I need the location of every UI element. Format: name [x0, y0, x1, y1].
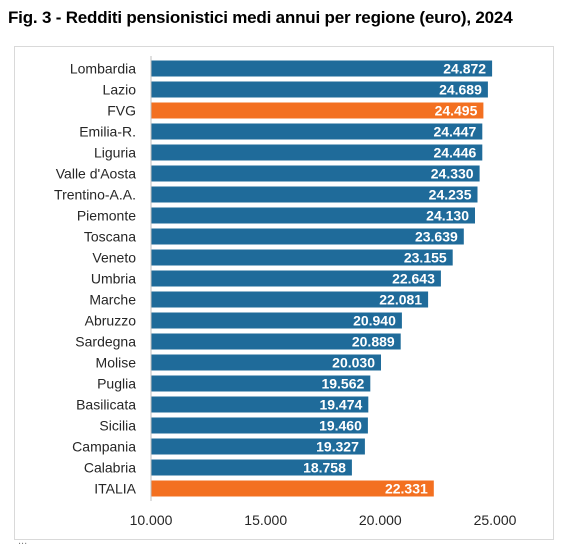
- category-label-liguria: Liguria: [94, 145, 136, 161]
- value-label-sicilia: 19.460: [319, 418, 362, 434]
- bar-campania: [151, 438, 365, 455]
- value-label-piemonte: 24.130: [426, 208, 469, 224]
- category-label-veneto: Veneto: [92, 250, 136, 266]
- value-label-basilicata: 19.474: [319, 397, 362, 413]
- value-label-molise: 20.030: [332, 355, 375, 371]
- value-label-calabria: 18.758: [303, 460, 346, 476]
- category-label-abruzzo: Abruzzo: [85, 313, 137, 329]
- value-label-italia: 22.331: [385, 481, 428, 497]
- value-label-lazio: 24.689: [439, 82, 482, 98]
- category-label-emilia-r-: Emilia-R.: [79, 124, 136, 140]
- bar-toscana: [151, 228, 464, 245]
- bar-veneto: [151, 249, 453, 266]
- x-tick-label-2: 20.000: [359, 512, 402, 528]
- bar-piemonte: [151, 207, 475, 224]
- bar-lombardia: [151, 60, 493, 77]
- x-tick-label-3: 25.000: [474, 512, 517, 528]
- bar-calabria: [151, 459, 352, 476]
- value-label-fvg: 24.495: [435, 103, 478, 119]
- bar-liguria: [151, 144, 483, 161]
- value-label-liguria: 24.446: [433, 145, 476, 161]
- category-label-molise: Molise: [96, 355, 137, 371]
- value-label-valle-d-aosta: 24.330: [431, 166, 474, 182]
- category-label-lazio: Lazio: [103, 82, 137, 98]
- value-label-sardegna: 20.889: [352, 334, 395, 350]
- category-label-italia: ITALIA: [94, 481, 136, 497]
- category-label-campania: Campania: [72, 439, 136, 455]
- category-label-sardegna: Sardegna: [75, 334, 136, 350]
- value-label-lombardia: 24.872: [443, 61, 486, 77]
- category-label-marche: Marche: [89, 292, 136, 308]
- source-note-text: ...: [18, 541, 28, 547]
- bar-umbria: [151, 270, 441, 287]
- chart-title: Fig. 3 - Redditi pensionistici medi annu…: [8, 8, 513, 27]
- bar-trentino-a-a-: [151, 186, 478, 203]
- category-label-calabria: Calabria: [84, 460, 136, 476]
- category-label-fvg: FVG: [107, 103, 136, 119]
- value-label-umbria: 22.643: [392, 271, 435, 287]
- value-label-veneto: 23.155: [404, 250, 447, 266]
- chart-frame: [14, 46, 554, 540]
- category-label-lombardia: Lombardia: [70, 61, 136, 77]
- bar-fvg: [151, 102, 484, 119]
- bar-sardegna: [151, 333, 401, 350]
- bar-valle-d-aosta: [151, 165, 480, 182]
- source-note: ...: [0, 541, 571, 547]
- value-label-puglia: 19.562: [321, 376, 364, 392]
- bar-lazio: [151, 81, 488, 98]
- bar-emilia-r-: [151, 123, 483, 140]
- bar-basilicata: [151, 396, 369, 413]
- bar-molise: [151, 354, 381, 371]
- value-label-emilia-r-: 24.447: [433, 124, 476, 140]
- category-label-trentino-a-a-: Trentino-A.A.: [54, 187, 136, 203]
- category-label-toscana: Toscana: [84, 229, 136, 245]
- category-label-umbria: Umbria: [91, 271, 136, 287]
- bar-marche: [151, 291, 429, 308]
- category-label-basilicata: Basilicata: [76, 397, 136, 413]
- category-label-puglia: Puglia: [97, 376, 136, 392]
- category-label-sicilia: Sicilia: [99, 418, 136, 434]
- bar-abruzzo: [151, 312, 402, 329]
- value-label-trentino-a-a-: 24.235: [429, 187, 472, 203]
- bar-sicilia: [151, 417, 368, 434]
- value-label-campania: 19.327: [316, 439, 359, 455]
- x-tick-label-0: 10.000: [130, 512, 173, 528]
- x-tick-label-1: 15.000: [244, 512, 287, 528]
- category-label-valle-d-aosta: Valle d'Aosta: [56, 166, 136, 182]
- category-label-piemonte: Piemonte: [77, 208, 136, 224]
- value-label-marche: 22.081: [379, 292, 422, 308]
- bar-puglia: [151, 375, 371, 392]
- value-label-toscana: 23.639: [415, 229, 458, 245]
- bar-italia: [151, 480, 434, 497]
- value-label-abruzzo: 20.940: [353, 313, 396, 329]
